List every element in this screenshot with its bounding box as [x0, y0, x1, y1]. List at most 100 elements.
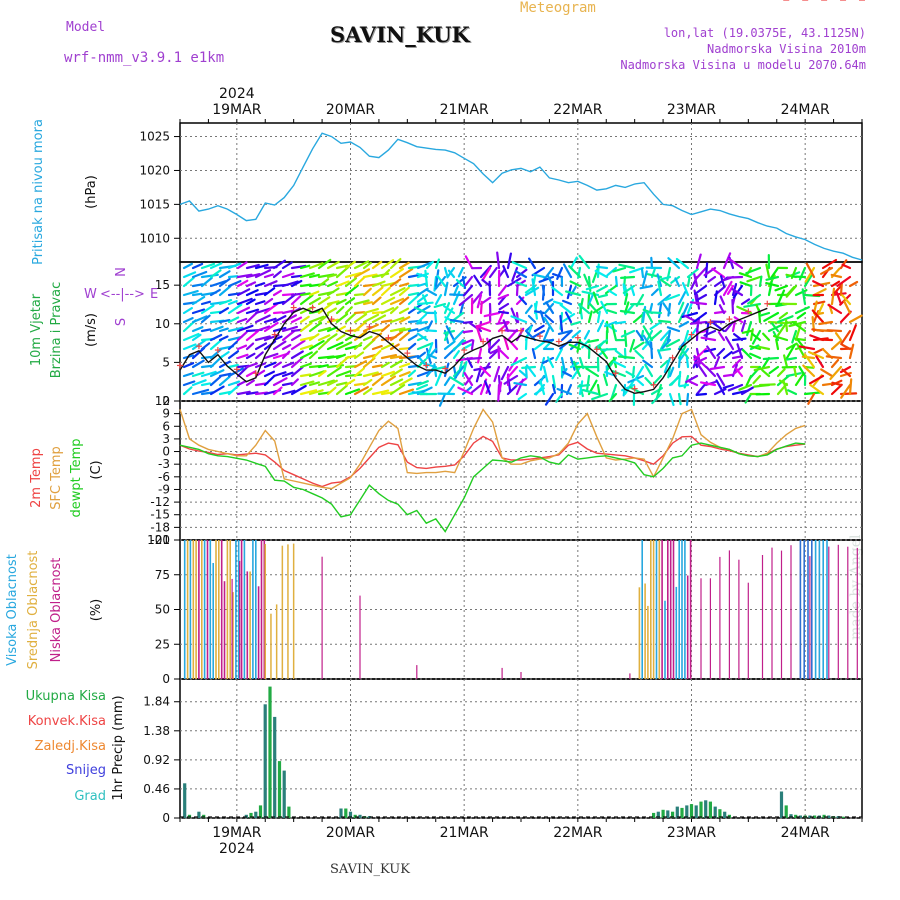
wind-arrow — [623, 293, 629, 306]
wind-arrow — [571, 329, 582, 339]
wind-arrow — [650, 288, 659, 297]
wind-arrow — [470, 291, 483, 306]
wind-arrow — [551, 273, 564, 279]
cloud-bar — [661, 540, 663, 679]
wind-arrow — [335, 353, 346, 360]
wind-arrow — [191, 359, 205, 369]
wind-arrow — [731, 319, 737, 333]
y-tick-label: 0 — [162, 445, 170, 459]
wind-arrow — [518, 295, 528, 306]
wind-arrow — [416, 342, 433, 351]
high-cloud-label: Visoka Oblacnost — [5, 554, 20, 666]
wind-arrow — [791, 321, 807, 333]
cloud-bar — [856, 547, 858, 679]
wind-arrow — [281, 343, 292, 351]
wind-arrow — [182, 332, 200, 342]
cloud-bar — [209, 540, 212, 679]
wind-arrow — [778, 311, 789, 320]
wind-arrow — [362, 287, 372, 297]
wind-arrow — [362, 313, 380, 324]
precip-bar — [268, 686, 272, 818]
precip-bar — [249, 812, 253, 818]
wind-arrow — [591, 266, 600, 283]
panel-frame-4 — [179, 678, 863, 819]
wind-arrow — [544, 392, 555, 406]
wind-arrow — [479, 362, 491, 378]
cloud-bar — [799, 540, 802, 679]
wind-arrow — [552, 300, 564, 306]
y-tick-label: 9 — [162, 407, 170, 421]
y-tick-label: 0.46 — [143, 782, 170, 796]
wind-arrow — [776, 315, 794, 324]
wind-arrow — [668, 392, 675, 406]
wind-arrow — [776, 289, 786, 306]
wind-arrow — [587, 310, 593, 324]
wind-arrow — [503, 336, 510, 351]
wind-arrow — [317, 258, 332, 270]
wind-arrow — [728, 257, 744, 270]
date-label-bottom: 21MAR — [440, 825, 489, 841]
wind-arrow — [308, 262, 324, 270]
cloud-bar — [239, 560, 241, 679]
wind-arrow — [713, 388, 727, 396]
precip-bar — [808, 815, 812, 818]
cloud-bar — [220, 540, 223, 679]
wind-arrow — [594, 338, 609, 349]
wind-arrow — [245, 379, 255, 387]
wind-arrow — [254, 269, 272, 279]
wind-arrow — [416, 301, 434, 306]
wind-arrow — [758, 275, 763, 288]
wind-arrow — [634, 349, 645, 360]
wind-arrow — [775, 338, 780, 351]
wind-arrow — [353, 299, 370, 306]
wind-arrow — [416, 313, 428, 324]
wind-arrow — [569, 356, 576, 371]
cloud-bar — [837, 544, 839, 679]
wind-arrow — [594, 269, 609, 279]
wind-arrow — [569, 256, 578, 270]
wind-arrow — [803, 274, 813, 288]
wind-arrow — [596, 284, 609, 293]
wind-arrow — [559, 314, 564, 333]
precip-bar — [652, 812, 656, 818]
wind-arrow — [488, 338, 501, 351]
wind-arrow — [561, 370, 573, 378]
wind-arrow — [830, 340, 842, 351]
wind-arrow — [335, 370, 352, 378]
wind-arrow — [290, 378, 299, 387]
wind-arrow — [762, 356, 780, 361]
cloud-bar — [822, 540, 824, 679]
wind-arrow — [497, 345, 501, 360]
wind-arrow — [353, 386, 369, 396]
wind-arrow — [649, 341, 654, 360]
cloud-bar — [252, 540, 254, 679]
wind-arrow — [281, 371, 294, 378]
wind-arrow — [699, 381, 717, 387]
wind-arrow — [413, 306, 429, 315]
wind-arrow — [479, 365, 492, 378]
wind-arrow — [299, 292, 311, 297]
wind-arrow — [344, 388, 361, 396]
wind-arrow — [335, 325, 346, 333]
wind-arrow — [362, 323, 379, 333]
wind-arrow — [486, 337, 492, 351]
wind-arrow — [600, 300, 609, 315]
altitude-info: Nadmorska Visina 2010m — [707, 42, 866, 56]
wind-arrow — [200, 262, 216, 270]
wind-arrow — [317, 391, 331, 396]
wind-arrow — [763, 311, 780, 322]
wind-arrow — [326, 366, 342, 378]
date-label-bottom: 24MAR — [781, 825, 830, 841]
wind-arrow — [583, 273, 591, 288]
precip-legend-2: Zaledj.Kisa — [35, 739, 106, 754]
y-tick-label: -3 — [158, 457, 170, 471]
wind-arrow — [506, 384, 518, 396]
wind-arrow — [577, 383, 591, 388]
wind-arrow — [794, 372, 805, 387]
wind-arrow — [389, 368, 403, 378]
precip-bar — [798, 815, 802, 818]
wind-arrow — [443, 376, 452, 387]
precip-bar — [661, 809, 665, 818]
wind-arrow — [532, 329, 546, 338]
wind-arrow — [670, 374, 681, 386]
